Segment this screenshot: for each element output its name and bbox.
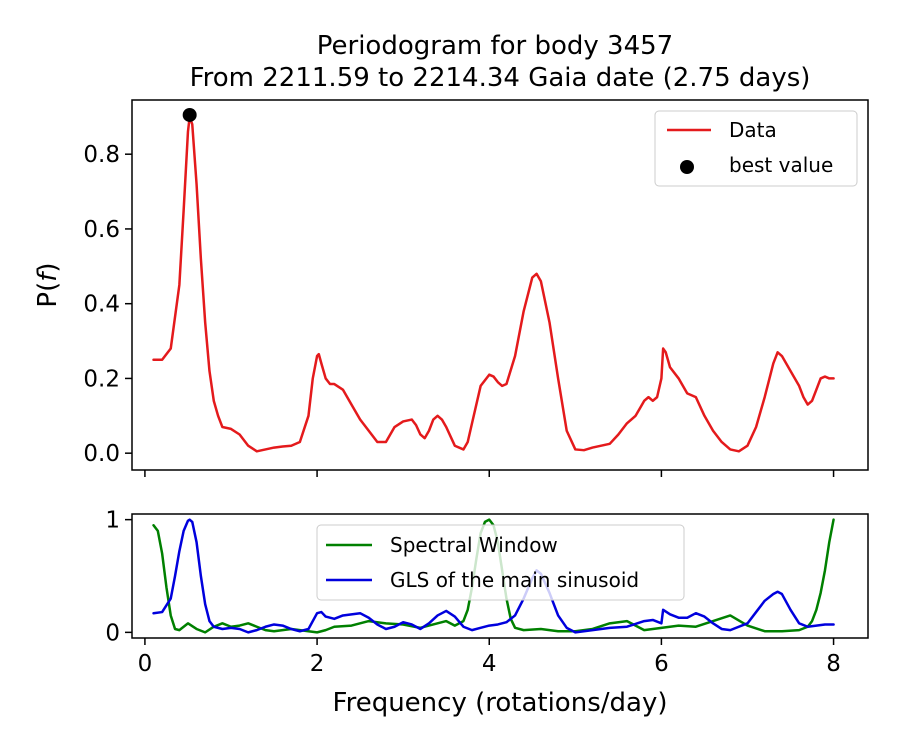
periodogram-legend: Data best value <box>654 110 858 187</box>
legend-label-data: Data <box>729 118 777 142</box>
periodogram-ytick-label: 0.0 <box>83 441 120 467</box>
window-ytick-label: 1 <box>105 508 120 534</box>
chart-subtitle: From 2211.59 to 2214.34 Gaia date (2.75 … <box>190 63 811 93</box>
periodogram-frame <box>131 99 869 471</box>
periodogram-ytick-label: 0.8 <box>83 142 120 168</box>
legend-label-best-value: best value <box>729 153 833 177</box>
periodogram-ytick-label: 0.6 <box>83 217 120 243</box>
periodogram-lines <box>152 115 835 453</box>
window-x-ticks: 0 2 4 6 8 <box>138 638 841 677</box>
window-legend-box <box>316 524 685 601</box>
window-xtick-label: 0 <box>138 651 153 677</box>
y-axis-label: P(f) <box>33 262 63 307</box>
y-axis-label-suffix: ) <box>33 262 63 272</box>
periodogram-y-ticks: 0.0 0.2 0.4 0.6 0.8 <box>83 142 132 467</box>
window-legend: Spectral Window GLS of the main sinusoid <box>316 524 685 601</box>
periodogram-ytick-label: 0.2 <box>83 366 120 392</box>
window-xtick-label: 6 <box>654 651 669 677</box>
window-ytick-label: 0 <box>105 620 120 646</box>
periodogram-marks <box>182 107 197 122</box>
series-line-gls-of-the-main-sinusoid <box>152 518 835 634</box>
legend-label-gls: GLS of the main sinusoid <box>390 568 639 592</box>
periodogram-ytick-label: 0.4 <box>83 292 120 318</box>
chart-title: Periodogram for body 3457 <box>317 31 673 61</box>
window-xtick-label: 8 <box>826 651 841 677</box>
best-value-point <box>182 107 197 122</box>
y-axis-label-prefix: P( <box>33 282 63 308</box>
periodogram-x-ticks <box>144 470 835 477</box>
window-xtick-label: 4 <box>482 651 497 677</box>
window-frame <box>131 513 869 639</box>
x-axis-label: Frequency (rotations/day) <box>333 688 668 718</box>
window-xtick-label: 2 <box>310 651 325 677</box>
series-line-data <box>152 115 835 453</box>
legend-label-spectral-window: Spectral Window <box>390 533 558 557</box>
periodogram-panel: 0.0 0.2 0.4 0.6 0.8 P(f) Data best value <box>33 99 869 477</box>
legend-swatch-best-value <box>680 160 694 174</box>
window-y-ticks: 01 <box>105 508 132 646</box>
